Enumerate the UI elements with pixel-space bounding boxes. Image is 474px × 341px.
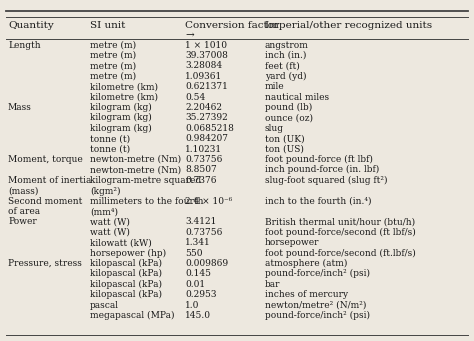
Text: Quantity: Quantity [8, 21, 54, 30]
Text: feet (ft): feet (ft) [265, 61, 300, 70]
Text: kilogram (kg): kilogram (kg) [90, 113, 152, 122]
Text: 145.0: 145.0 [185, 311, 211, 320]
Text: pound (lb): pound (lb) [265, 103, 312, 112]
Text: pound-force/inch² (psi): pound-force/inch² (psi) [265, 269, 370, 278]
Text: inch to the fourth (in.⁴): inch to the fourth (in.⁴) [265, 196, 372, 206]
Text: kilometre (km): kilometre (km) [90, 92, 158, 102]
Text: Moment, torque: Moment, torque [8, 155, 83, 164]
Text: horsepower: horsepower [265, 238, 319, 247]
Text: Mass: Mass [8, 103, 32, 112]
Text: horsepower (hp): horsepower (hp) [90, 249, 166, 257]
Text: 3.28084: 3.28084 [185, 61, 222, 70]
Text: watt (W): watt (W) [90, 228, 130, 237]
Text: 1.10231: 1.10231 [185, 145, 222, 153]
Text: angstrom: angstrom [265, 41, 309, 49]
Text: millimeters to the fourth
(mm⁴): millimeters to the fourth (mm⁴) [90, 196, 203, 216]
Text: tonne (t): tonne (t) [90, 134, 130, 143]
Text: Length: Length [8, 41, 41, 49]
Text: mile: mile [265, 82, 284, 91]
Text: newton-metre (Nm): newton-metre (Nm) [90, 155, 181, 164]
Text: 0.0685218: 0.0685218 [185, 124, 234, 133]
Text: inch (in.): inch (in.) [265, 51, 306, 60]
Text: 0.01: 0.01 [185, 280, 205, 289]
Text: kilowatt (kW): kilowatt (kW) [90, 238, 152, 247]
Text: 2.4 × 10⁻⁶: 2.4 × 10⁻⁶ [185, 196, 232, 206]
Text: metre (m): metre (m) [90, 51, 136, 60]
Text: inch pound-force (in. lbf): inch pound-force (in. lbf) [265, 165, 379, 175]
Text: newton/metre² (N/m²): newton/metre² (N/m²) [265, 300, 366, 310]
Text: 1.09361: 1.09361 [185, 72, 222, 81]
Text: Conversion factor
→: Conversion factor → [185, 21, 279, 40]
Text: Moment of inertia
(mass): Moment of inertia (mass) [8, 176, 91, 195]
Text: yard (yd): yard (yd) [265, 72, 307, 81]
Text: foot pound-force/second (ft lbf/s): foot pound-force/second (ft lbf/s) [265, 228, 416, 237]
Text: kilopascal (kPa): kilopascal (kPa) [90, 290, 162, 299]
Text: kilopascal (kPa): kilopascal (kPa) [90, 280, 162, 289]
Text: Pressure, stress: Pressure, stress [8, 259, 82, 268]
Text: tonne (t): tonne (t) [90, 145, 130, 153]
Text: pascal: pascal [90, 300, 119, 310]
Text: kilogram (kg): kilogram (kg) [90, 103, 152, 112]
Text: kilopascal (kPa): kilopascal (kPa) [90, 269, 162, 278]
Text: 0.73756: 0.73756 [185, 228, 222, 237]
Text: 0.621371: 0.621371 [185, 82, 228, 91]
Text: 1.0: 1.0 [185, 300, 200, 310]
Text: British thermal unit/hour (btu/h): British thermal unit/hour (btu/h) [265, 217, 415, 226]
Text: newton-metre (Nm): newton-metre (Nm) [90, 165, 181, 174]
Text: bar: bar [265, 280, 281, 289]
Text: ounce (oz): ounce (oz) [265, 113, 313, 122]
Text: watt (W): watt (W) [90, 217, 130, 226]
Text: inches of mercury: inches of mercury [265, 290, 348, 299]
Text: slug-foot squared (slug ft²): slug-foot squared (slug ft²) [265, 176, 388, 185]
Text: kilometre (km): kilometre (km) [90, 82, 158, 91]
Text: metre (m): metre (m) [90, 61, 136, 70]
Text: kilogram-metre squared
(kgm²): kilogram-metre squared (kgm²) [90, 176, 201, 196]
Text: 3.4121: 3.4121 [185, 217, 216, 226]
Text: slug: slug [265, 124, 284, 133]
Text: 1.341: 1.341 [185, 238, 211, 247]
Text: metre (m): metre (m) [90, 41, 136, 49]
Text: 39.37008: 39.37008 [185, 51, 228, 60]
Text: 1 × 1010: 1 × 1010 [185, 41, 227, 49]
Text: pound-force/inch² (psi): pound-force/inch² (psi) [265, 311, 370, 320]
Text: 8.8507: 8.8507 [185, 165, 217, 174]
Text: Imperial/other recognized units: Imperial/other recognized units [265, 21, 432, 30]
Text: 0.145: 0.145 [185, 269, 211, 278]
Text: 2.20462: 2.20462 [185, 103, 222, 112]
Text: 0.2953: 0.2953 [185, 290, 217, 299]
Text: 550: 550 [185, 249, 202, 257]
Text: SI unit: SI unit [90, 21, 126, 30]
Text: kilogram (kg): kilogram (kg) [90, 124, 152, 133]
Text: Power: Power [8, 217, 37, 226]
Text: atmosphere (atm): atmosphere (atm) [265, 259, 347, 268]
Text: megapascal (MPa): megapascal (MPa) [90, 311, 174, 320]
Text: nautical miles: nautical miles [265, 92, 329, 102]
Text: ton (UK): ton (UK) [265, 134, 305, 143]
Text: 0.984207: 0.984207 [185, 134, 228, 143]
Text: kilopascal (kPa): kilopascal (kPa) [90, 259, 162, 268]
Text: 0.54: 0.54 [185, 92, 205, 102]
Text: 0.73756: 0.73756 [185, 155, 222, 164]
Text: metre (m): metre (m) [90, 72, 136, 81]
Text: 35.27392: 35.27392 [185, 113, 228, 122]
Text: Second moment
of area: Second moment of area [8, 196, 82, 216]
Text: foot pound-force/second (ft.lbf/s): foot pound-force/second (ft.lbf/s) [265, 249, 416, 257]
Text: foot pound-force (ft lbf): foot pound-force (ft lbf) [265, 155, 373, 164]
Text: 0.009869: 0.009869 [185, 259, 228, 268]
Text: ton (US): ton (US) [265, 145, 304, 153]
Text: 0.7376: 0.7376 [185, 176, 217, 185]
